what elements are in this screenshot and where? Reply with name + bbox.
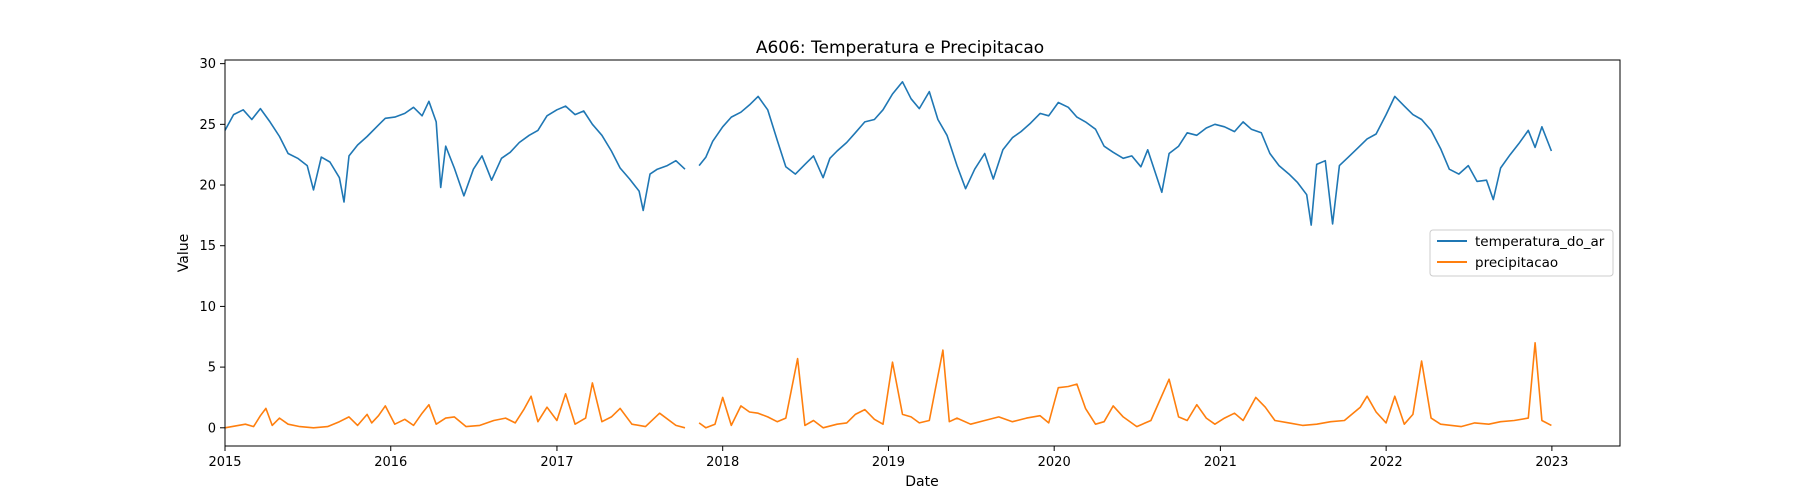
legend: temperatura_do_ar precipitacao [1429, 229, 1614, 277]
x-tick-label: 2023 [1535, 455, 1568, 470]
x-tick-label: 2015 [208, 455, 241, 470]
x-tick-label: 2016 [374, 455, 407, 470]
series-temperatura_do_ar [224, 81, 1553, 226]
y-tick-label: 30 [199, 57, 216, 72]
x-tick-label: 2017 [540, 455, 573, 470]
y-tick-label: 15 [199, 239, 216, 254]
y-tick-label: 0 [208, 421, 216, 436]
x-tick-label: 2021 [1204, 455, 1237, 470]
x-tick-label: 2022 [1370, 455, 1403, 470]
series-line-temperatura_do_ar-segment-1 [698, 81, 1553, 226]
series-line-temperatura_do_ar-segment-0 [224, 100, 686, 212]
series-line-precipitacao-segment-1 [698, 341, 1552, 429]
chart-title: A606: Temperatura e Precipitacao [756, 38, 1044, 58]
series-layer [224, 81, 1553, 429]
x-axis-label: Date [905, 474, 938, 490]
y-axis-label: Value [176, 234, 192, 272]
legend-label-precipitacao: precipitacao [1475, 255, 1558, 271]
y-tick-label: 10 [199, 300, 216, 315]
x-axis: 2015 2016 2017 2018 2019 2020 2021 2022 2023 [208, 446, 1568, 470]
legend-label-temperatura: temperatura_do_ar [1475, 234, 1605, 250]
y-tick-label: 20 [199, 179, 216, 194]
plot-frame [224, 59, 1621, 447]
x-tick-label: 2018 [706, 455, 739, 470]
y-axis: 0 5 10 15 20 25 30 [199, 57, 225, 436]
y-tick-label: 25 [199, 118, 216, 133]
x-tick-label: 2019 [872, 455, 905, 470]
series-precipitacao [224, 341, 1552, 429]
y-tick-label: 5 [208, 361, 216, 376]
series-line-precipitacao-segment-0 [224, 382, 686, 429]
legend-frame [1429, 229, 1614, 277]
x-tick-label: 2020 [1038, 455, 1071, 470]
